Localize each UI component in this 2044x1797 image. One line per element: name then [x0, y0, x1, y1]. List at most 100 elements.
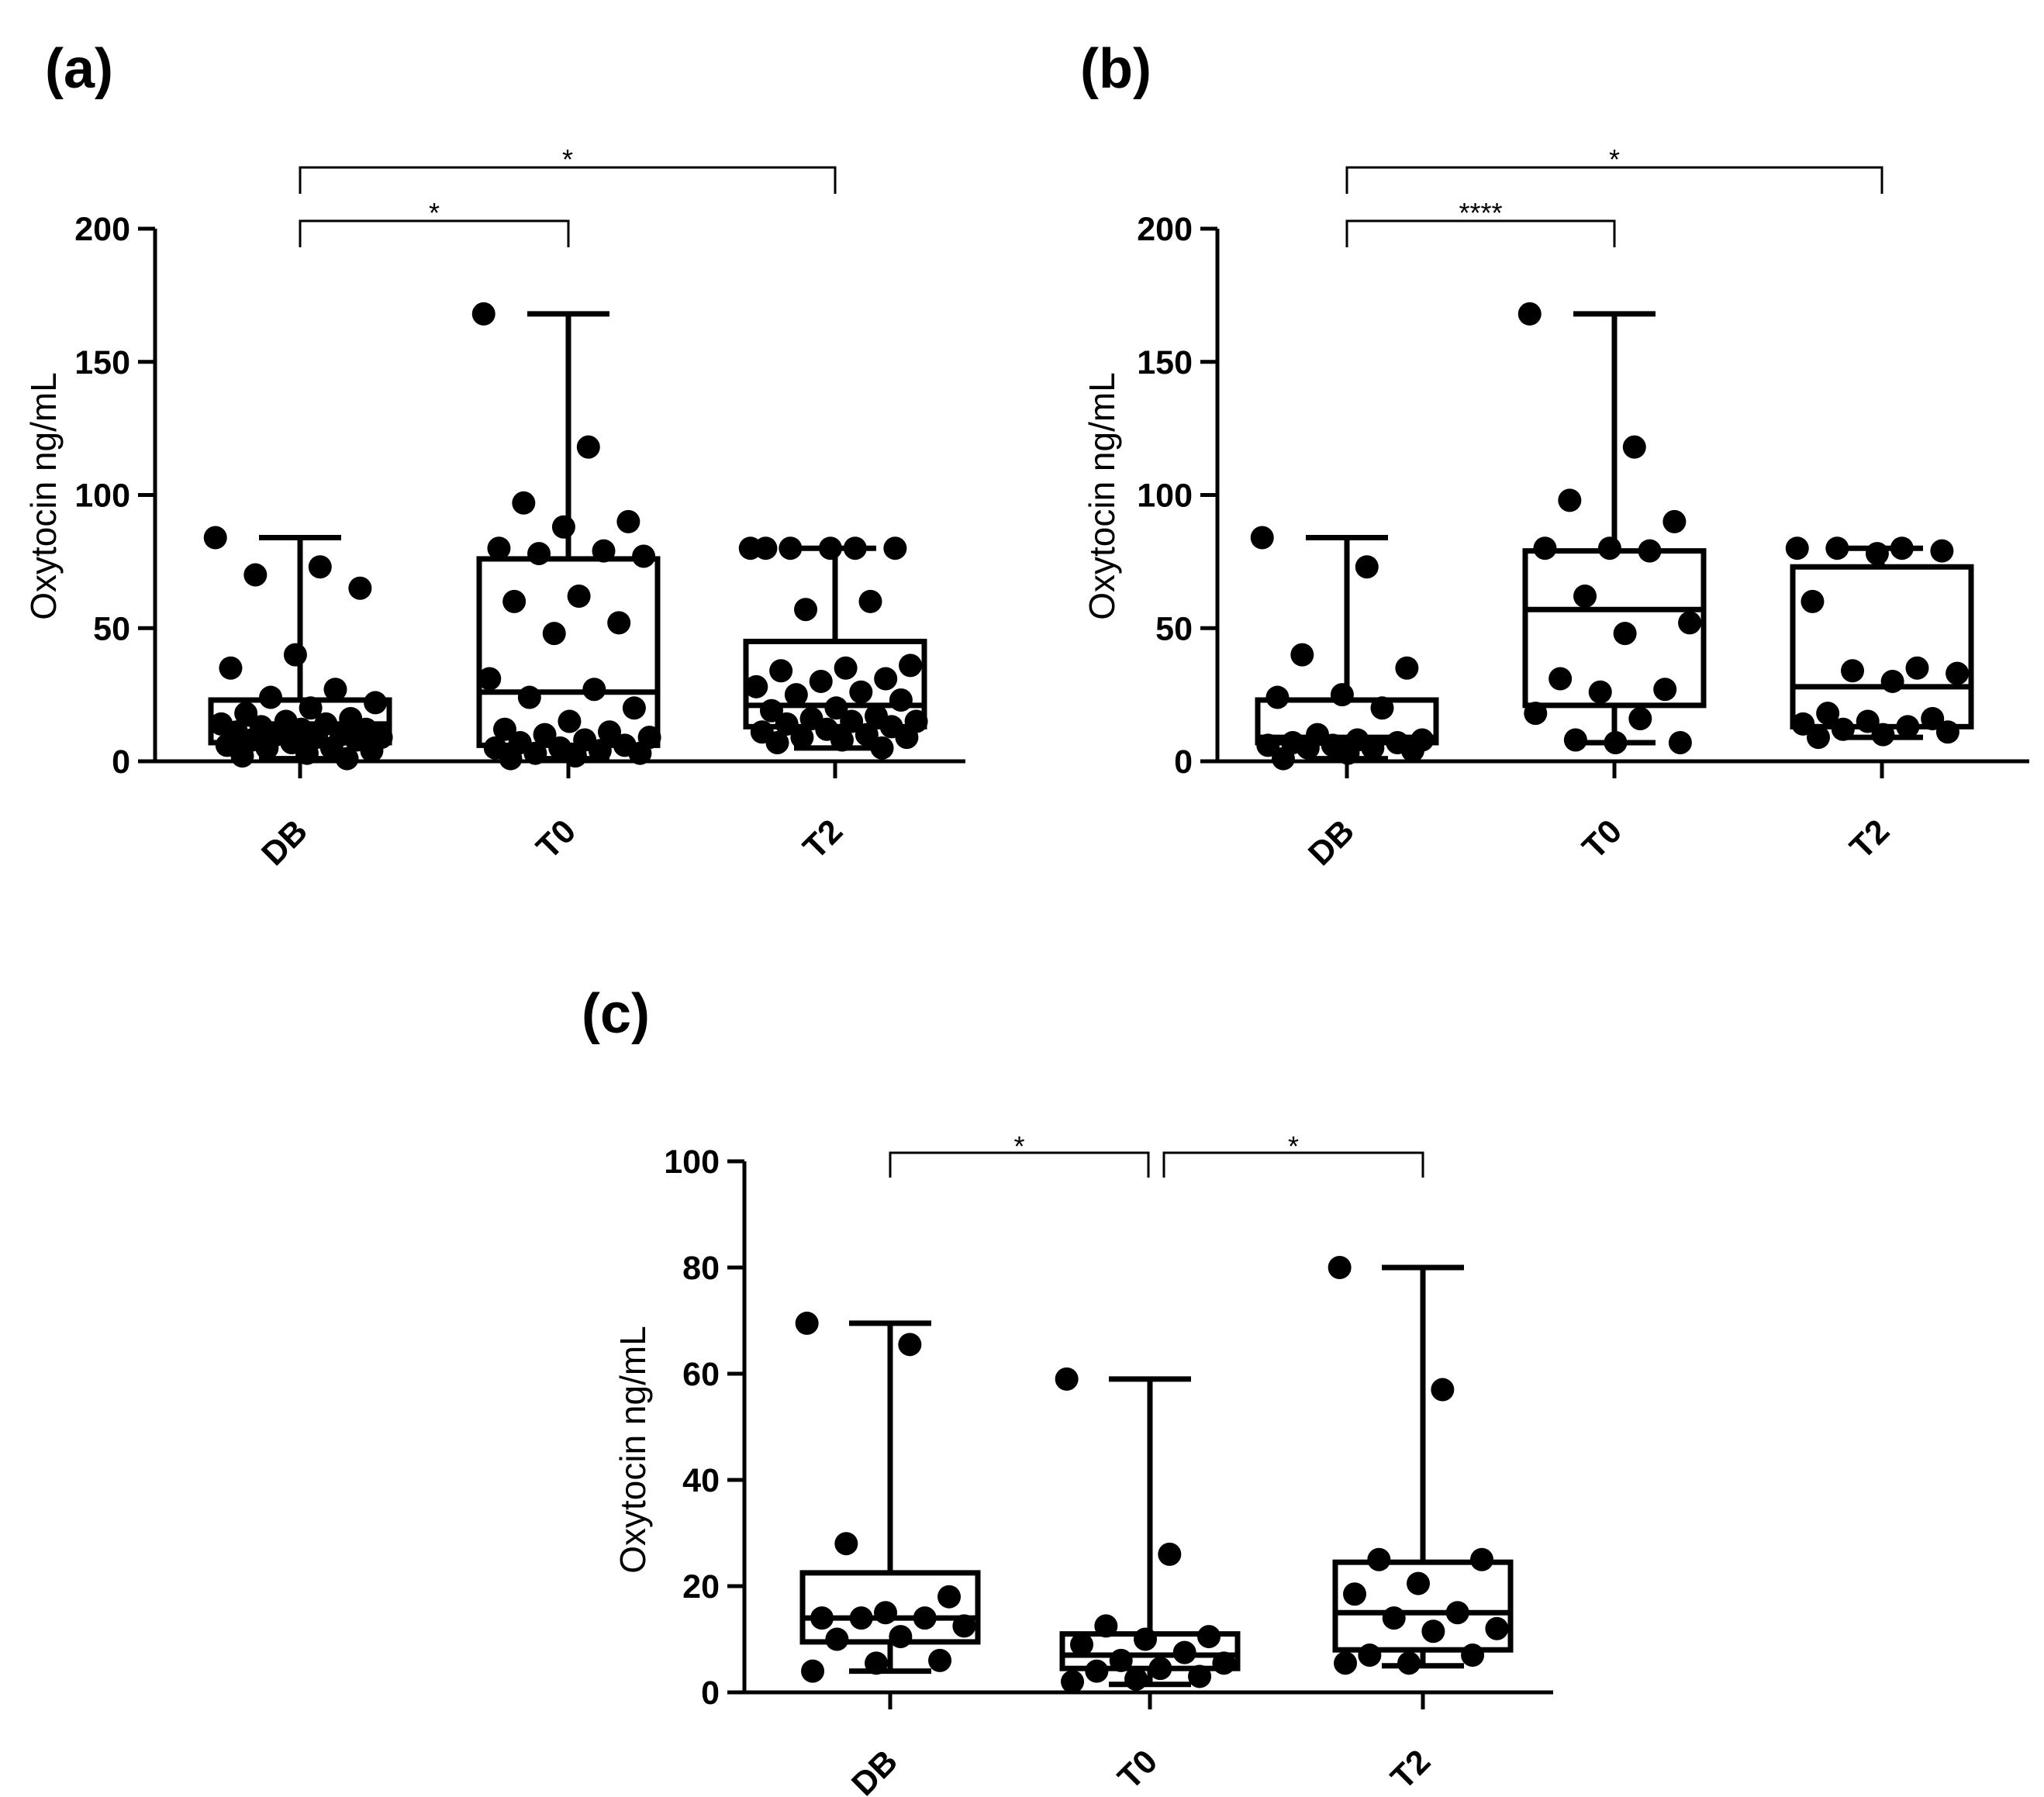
data-point-db: [299, 696, 323, 720]
category-label-db: DB: [254, 812, 315, 873]
data-point-t2: [843, 536, 867, 560]
data-point-t2: [1421, 1619, 1445, 1644]
data-point-db: [801, 1659, 825, 1683]
data-point-t0: [616, 509, 640, 533]
data-point-db: [1330, 683, 1354, 707]
data-point-t2: [809, 669, 833, 693]
y-tick-label: 50: [93, 610, 130, 647]
y-tick-label: 50: [1155, 610, 1193, 647]
panel-c-label: (c): [582, 983, 650, 1045]
significance-bracket: [299, 166, 837, 194]
significance-label: *: [1609, 143, 1620, 175]
significance-bracket: [1345, 219, 1616, 247]
data-point-t0: [471, 302, 495, 326]
data-point-db: [243, 563, 268, 587]
data-point-t0: [1563, 728, 1587, 752]
data-point-t2: [1856, 709, 1880, 733]
data-point-t0: [622, 696, 646, 720]
data-point-db: [1296, 736, 1320, 760]
data-point-t0: [1678, 611, 1702, 635]
data-point-t0: [512, 491, 536, 515]
data-point-t0: [1109, 1648, 1133, 1672]
data-point-t2: [744, 674, 768, 698]
data-point-t2: [840, 709, 864, 733]
data-point-t0: [487, 536, 511, 560]
data-point-t0: [628, 741, 652, 765]
data-point-db: [937, 1585, 962, 1609]
data-point-t0: [1604, 730, 1628, 754]
data-point-db: [308, 555, 332, 579]
data-point-t0: [551, 515, 575, 539]
data-point-t2: [1343, 1582, 1367, 1606]
data-point-db: [230, 744, 254, 768]
data-point-db: [348, 576, 372, 600]
data-point-t0: [1549, 667, 1573, 691]
data-point-t0: [588, 739, 612, 763]
data-point-t0: [1188, 1664, 1212, 1688]
data-point-t2: [849, 680, 873, 704]
y-tick-label: 100: [664, 1143, 720, 1181]
data-point-db: [283, 643, 307, 667]
data-point-t2: [1880, 669, 1904, 693]
box-t2: [1790, 564, 1974, 729]
y-tick-label: 60: [682, 1356, 720, 1393]
data-point-t0: [1134, 1627, 1158, 1651]
y-tick-label: 200: [1137, 211, 1193, 248]
significance-label: *: [1288, 1130, 1299, 1162]
panel-a-label: (a): [45, 38, 113, 100]
data-point-t2: [769, 659, 793, 683]
data-point-t2: [1930, 539, 1954, 563]
data-point-t2: [784, 683, 808, 707]
data-point-t2: [818, 536, 842, 560]
data-point-t0: [1197, 1625, 1221, 1649]
data-point-db: [234, 702, 258, 726]
data-point-t0: [517, 685, 541, 709]
data-point-t0: [1573, 585, 1597, 609]
data-point-t0: [1558, 488, 1582, 512]
data-point-t0: [563, 744, 587, 768]
significance-label: ****: [1459, 197, 1502, 229]
data-point-t0: [1668, 730, 1692, 754]
data-point-t2: [1397, 1651, 1421, 1675]
data-point-db: [834, 1532, 858, 1556]
data-point-db: [1361, 736, 1385, 760]
significance-label: *: [562, 143, 573, 175]
data-point-t2: [1334, 1651, 1358, 1675]
category-label-t2: T2: [796, 812, 850, 866]
data-point-t2: [1841, 659, 1865, 683]
data-point-t0: [582, 678, 606, 702]
data-point-db: [810, 1606, 834, 1630]
data-point-t0: [1628, 707, 1652, 731]
data-point-db: [874, 1601, 898, 1625]
y-axis-title: Oxytocin ng/mL: [613, 1326, 653, 1574]
data-point-db: [1250, 526, 1274, 550]
data-point-t2: [1431, 1378, 1455, 1402]
data-point-db: [1395, 656, 1419, 680]
panel-c-chart: 0 20 40 60 80 100 Oxytocin ng/mL DB T0 T2 * *: [613, 1130, 1553, 1797]
significance-label: *: [1013, 1130, 1024, 1162]
data-point-db: [360, 739, 384, 763]
data-point-t2: [1407, 1571, 1431, 1595]
data-point-db: [1256, 733, 1280, 757]
data-point-t2: [899, 654, 923, 678]
significance-bracket: [889, 1151, 1150, 1178]
y-tick-label: 20: [682, 1568, 720, 1606]
data-point-t2: [1865, 542, 1889, 566]
data-point-t2: [1806, 726, 1830, 750]
data-point-t2: [858, 589, 882, 613]
data-point-t2: [1831, 717, 1855, 741]
data-point-db: [295, 741, 319, 765]
data-point-db: [1355, 555, 1379, 579]
data-point-db: [952, 1614, 976, 1638]
data-point-t2: [1921, 707, 1945, 731]
data-point-t2: [874, 667, 898, 691]
data-point-t2: [1470, 1547, 1494, 1571]
data-point-t2: [870, 736, 894, 760]
y-tick-label: 40: [682, 1462, 720, 1499]
y-tick-label: 0: [1174, 743, 1193, 781]
data-point-t0: [607, 611, 631, 635]
category-label-db: DB: [1301, 812, 1362, 873]
data-point-t2: [775, 712, 799, 736]
data-point-t0: [1158, 1542, 1182, 1566]
data-point-db: [255, 736, 279, 760]
